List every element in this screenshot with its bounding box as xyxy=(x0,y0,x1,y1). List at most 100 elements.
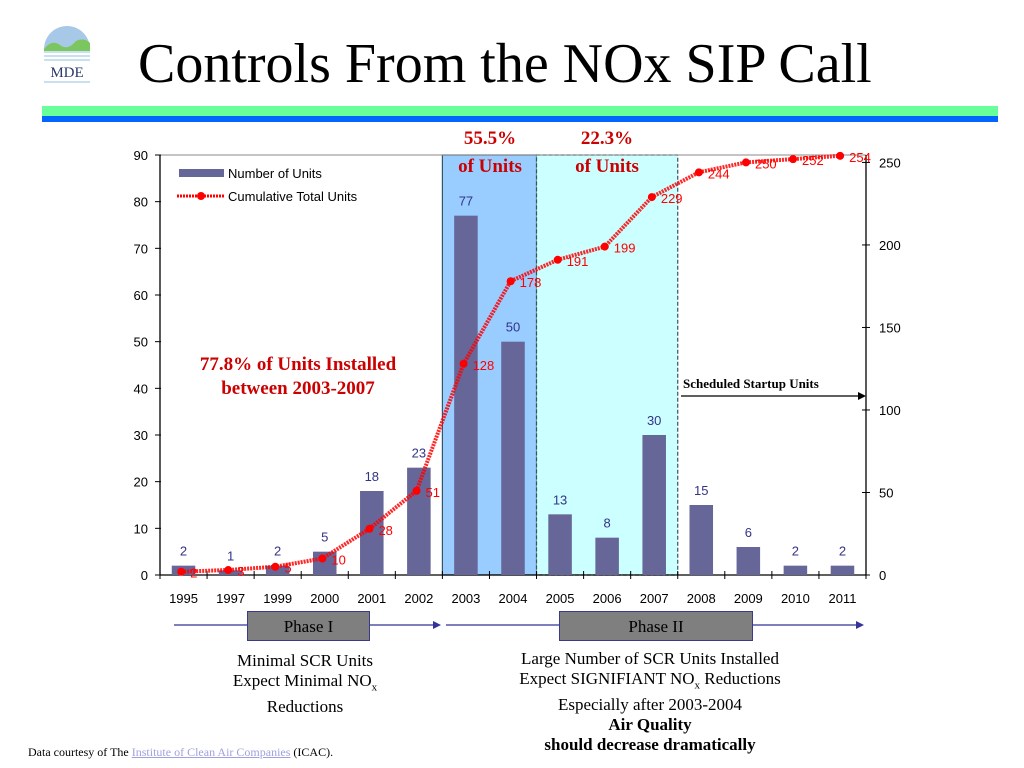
icac-link[interactable]: Institute of Clean Air Companies xyxy=(131,745,291,759)
bar-value-label: 1 xyxy=(227,548,234,563)
right-tick-label: 100 xyxy=(879,403,901,418)
footer-credit: Data courtesy of The Institute of Clean … xyxy=(28,745,333,760)
footer-suffix: (ICAC). xyxy=(290,745,334,759)
x-tick-label: 2003 xyxy=(451,591,480,606)
cumulative-value-label: 3 xyxy=(237,564,244,579)
cumulative-point-2009 xyxy=(741,158,750,167)
cumulative-point-1999 xyxy=(271,562,280,571)
bar-value-label: 2 xyxy=(180,544,187,559)
x-tick-label: 2000 xyxy=(310,591,339,606)
bar-2006 xyxy=(595,537,619,575)
bar-2007 xyxy=(642,435,666,575)
left-tick-label: 80 xyxy=(134,195,148,210)
x-tick-label: 2005 xyxy=(546,591,575,606)
bar-value-label: 30 xyxy=(647,413,661,428)
cumulative-value-label: 250 xyxy=(755,156,777,171)
title-band-green xyxy=(42,106,998,116)
phase2-box: Phase II xyxy=(559,611,753,641)
cumulative-value-label: 178 xyxy=(520,275,542,290)
bar-2010 xyxy=(783,565,808,575)
phase1-desc-line3: Reductions xyxy=(266,697,344,717)
cumulative-value-label: 199 xyxy=(614,241,636,256)
bar-2003 xyxy=(454,215,478,575)
cumulative-point-2011 xyxy=(836,151,845,160)
phase2-desc-line4: Air Quality xyxy=(608,715,692,735)
left-tick-label: 0 xyxy=(141,568,148,583)
phase2-arrow-head xyxy=(856,621,864,629)
phase2-desc-line2: Expect SIGNIFIANT NOx Reductions xyxy=(519,669,781,692)
bar-2009 xyxy=(736,547,761,575)
bar-value-label: 6 xyxy=(745,525,752,540)
x-tick-label: 2008 xyxy=(687,591,716,606)
cumulative-value-label: 5 xyxy=(284,561,291,576)
left-tick-label: 50 xyxy=(134,335,148,350)
bar-value-label: 77 xyxy=(459,194,473,209)
bar-2004 xyxy=(501,341,525,575)
title-band-blue xyxy=(42,116,998,122)
left-tick-label: 20 xyxy=(134,475,148,490)
cumulative-point-2005 xyxy=(553,255,562,264)
legend-line-label: Cumulative Total Units xyxy=(228,189,358,204)
pct-2003-2004-sub: of Units xyxy=(458,156,522,177)
cumulative-value-label: 2 xyxy=(190,566,197,581)
cumulative-point-2008 xyxy=(694,168,703,177)
x-tick-label: 1995 xyxy=(169,591,198,606)
cumulative-value-label: 191 xyxy=(567,254,589,269)
cumulative-point-2001 xyxy=(365,524,374,533)
cumulative-point-2006 xyxy=(600,242,609,251)
cumulative-point-2003 xyxy=(459,359,468,368)
cumulative-value-label: 10 xyxy=(331,552,345,567)
x-tick-label: 2002 xyxy=(404,591,433,606)
cumulative-point-2010 xyxy=(789,155,798,164)
bar-1999 xyxy=(265,565,290,575)
phase2-desc-line3: Especially after 2003-2004 xyxy=(557,695,743,715)
phase2-desc-line1: Large Number of SCR Units Installed xyxy=(521,649,779,668)
installed-line1: 77.8% of Units Installed xyxy=(199,354,397,375)
right-tick-label: 250 xyxy=(879,155,901,170)
cumulative-value-label: 252 xyxy=(802,153,824,168)
pct-2005-2007-sub: of Units xyxy=(575,156,639,177)
cumulative-value-label: 229 xyxy=(661,191,683,206)
x-tick-label: 2011 xyxy=(828,591,856,606)
bar-value-label: 2 xyxy=(839,544,846,559)
bar-2005 xyxy=(548,514,572,575)
cumulative-value-label: 128 xyxy=(473,358,495,373)
x-tick-label: 1999 xyxy=(263,591,292,606)
phase1-description: Minimal SCR Units Expect Minimal NOx Red… xyxy=(210,651,400,717)
bar-2001 xyxy=(360,491,384,575)
x-tick-label: 2004 xyxy=(499,591,528,606)
logo-text: MDE xyxy=(50,65,83,81)
cumulative-point-1995 xyxy=(177,567,186,576)
legend-bar-swatch xyxy=(179,169,224,177)
cumulative-point-2007 xyxy=(647,193,656,202)
legend-bar-label: Number of Units xyxy=(228,166,322,181)
bar-value-label: 23 xyxy=(412,446,426,461)
cumulative-value-label: 28 xyxy=(378,523,392,538)
left-tick-label: 30 xyxy=(134,428,148,443)
bar-value-label: 2 xyxy=(274,544,281,559)
left-tick-label: 40 xyxy=(134,381,148,396)
x-tick-label: 2001 xyxy=(357,591,386,606)
cumulative-value-label: 244 xyxy=(708,166,730,181)
installed-annotation: 77.8% of Units Installed between 2003-20… xyxy=(168,353,428,401)
cumulative-point-2000 xyxy=(318,554,327,563)
cumulative-point-2004 xyxy=(506,277,515,286)
bar-value-label: 5 xyxy=(321,530,328,545)
phase2-desc-line5: should decrease dramatically xyxy=(544,735,756,755)
cumulative-value-label: 254 xyxy=(849,150,871,165)
right-tick-label: 150 xyxy=(879,320,901,335)
left-tick-label: 60 xyxy=(134,288,148,303)
bar-2008 xyxy=(689,505,714,575)
phase2-description: Large Number of SCR Units Installed Expe… xyxy=(470,649,830,755)
x-tick-label: 2006 xyxy=(593,591,622,606)
phase1-desc-line2: Expect Minimal NOx xyxy=(232,671,378,694)
legend-line-marker xyxy=(197,192,205,200)
pct-2003-2004-label: 55.5% xyxy=(463,128,517,149)
bar-value-label: 15 xyxy=(694,483,708,498)
scheduled-startup-label: Scheduled Startup Units xyxy=(683,376,819,391)
x-tick-label: 1997 xyxy=(216,591,245,606)
cumulative-point-1997 xyxy=(224,566,233,575)
scheduled-arrow-head xyxy=(858,392,866,400)
right-tick-label: 0 xyxy=(879,568,886,583)
bar-value-label: 8 xyxy=(604,516,611,531)
